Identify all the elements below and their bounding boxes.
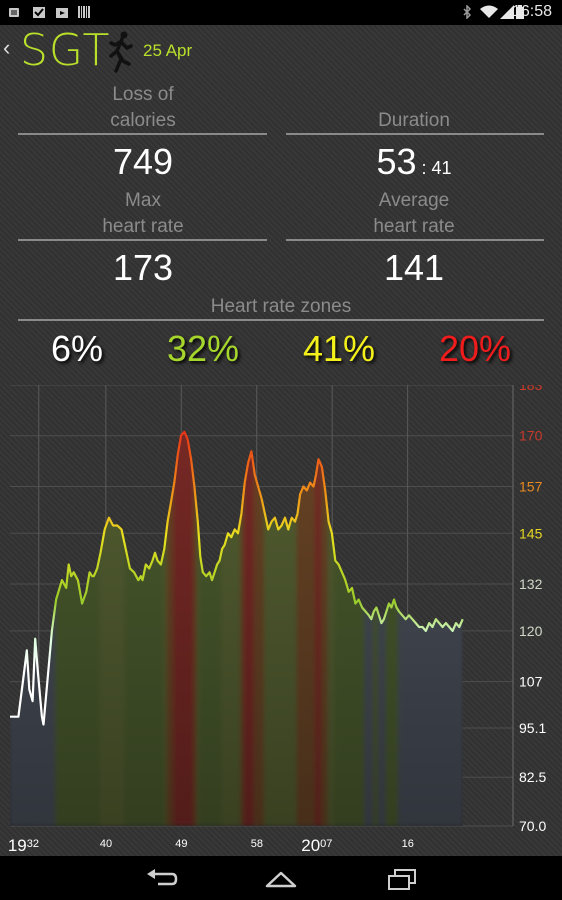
x-tick-hour: 19 [8,836,27,855]
max-hr-label-line1: Max [125,190,161,211]
back-nav-icon[interactable] [146,868,178,888]
y-tick-label: 145 [519,525,543,541]
zone-1-percent: 6% [50,328,104,369]
y-tick-label: 132 [519,576,543,592]
duration-value: 53 : 41 [289,142,539,188]
x-tick-label: 58 [251,838,263,850]
wifi-icon [480,5,498,18]
nav-bar [0,856,562,900]
x-axis: 19 32 40 49 58 20 07 16 [8,836,414,855]
status-time: 16:58 [511,3,552,20]
zone-2-percent: 32% [166,328,240,369]
y-tick-label: 120 [519,623,543,639]
app-title[interactable]: SGT [20,25,111,76]
signal-icon [500,5,514,19]
zone-3-percent: 41% [302,328,376,369]
calories-label-line2: calories [110,110,176,131]
y-tick-label: 95.1 [519,720,546,736]
back-chevron-icon[interactable]: ‹ [3,35,11,60]
calories-value: 749 [112,141,174,182]
android-debug-icon [9,8,19,17]
action-bar: ‹ SGT 25 Apr [0,25,562,79]
calories-label-line1: Loss of [112,84,174,105]
divider [18,319,544,321]
duration-label: Duration [378,110,450,131]
y-axis: 183 170 157 145 132 120 107 95.1 82.5 70.0 [519,385,546,834]
duration-minutes: 53 [376,141,417,182]
divider [18,239,267,241]
x-tick-label: 40 [100,838,112,850]
runner-icon [109,31,133,73]
session-date: 25 Apr [143,41,193,60]
status-bar: 16:58 [0,0,562,25]
avg-hr-label: Average heart rate [289,188,539,240]
divider [286,239,544,241]
max-hr-label-line2: heart rate [102,216,184,237]
y-tick-label: 107 [519,674,543,690]
max-hr-value: 173 [112,247,174,288]
avg-hr-value: 141 [383,247,445,288]
y-tick-label: 70.0 [519,818,546,834]
divider [286,133,544,135]
duration-separator: : [421,158,427,178]
avg-hr-label-line1: Average [378,190,450,211]
max-hr-label: Max heart rate [18,188,268,240]
zones-title: Heart rate zones [210,296,352,317]
y-tick-label: 157 [519,478,543,494]
y-tick-label: 82.5 [519,769,546,785]
x-tick-hour: 20 [301,836,320,855]
divider [18,133,267,135]
x-tick-label: 32 [27,838,39,850]
home-nav-icon[interactable] [265,870,297,888]
duration-seconds: 41 [431,158,452,178]
calories-label: Loss of calories [18,82,268,134]
recent-apps-icon[interactable] [387,868,417,890]
zone-4-percent: 20% [438,328,512,369]
x-tick-label: 16 [402,838,414,850]
x-tick-label: 07 [320,838,332,850]
barcode-notification-icon [78,6,90,18]
hr-series-line [10,430,464,726]
hr-area-fill [10,431,463,827]
bluetooth-icon [463,5,472,19]
heart-rate-chart[interactable]: 183 170 157 145 132 120 107 95.1 82.5 70.0 19 32 40… [0,385,562,856]
checkbox-notification-icon [33,7,45,18]
x-tick-label: 49 [175,838,187,850]
battery-icon [516,5,524,19]
y-tick-label: 183 [519,385,543,393]
y-tick-label: 170 [519,428,543,444]
avg-hr-label-line2: heart rate [373,216,455,237]
bag-notification-icon [56,8,68,18]
